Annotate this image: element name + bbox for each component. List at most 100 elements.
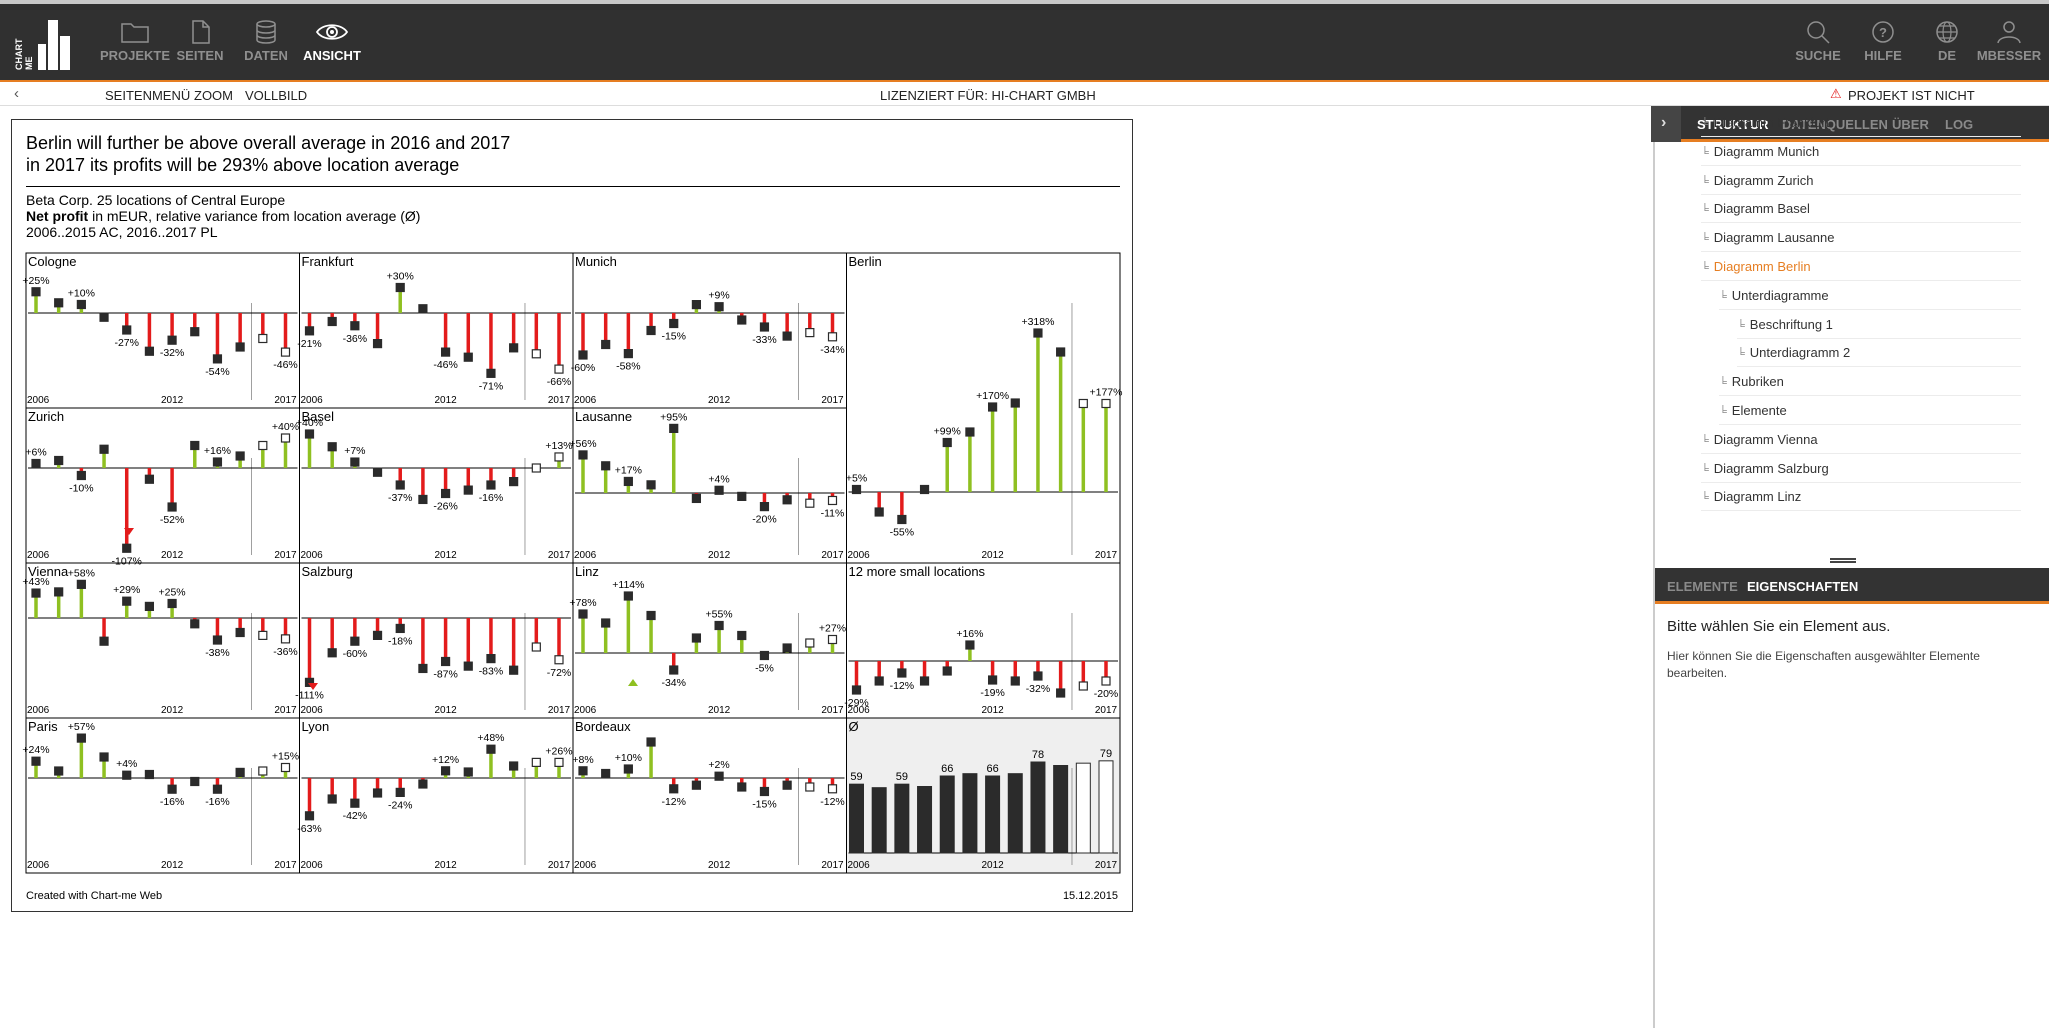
tree-node-icon[interactable]: ╘	[1719, 406, 1727, 418]
axis-label-end: 2017	[274, 395, 297, 406]
variance-label: -52%	[160, 514, 185, 526]
nav-seiten[interactable]: SEITEN	[160, 10, 240, 80]
actual-marker	[509, 343, 519, 353]
tree-node-icon[interactable]: ╘	[1737, 319, 1745, 332]
variance-label: +114%	[612, 579, 644, 591]
average-bar	[962, 773, 978, 854]
report-page: Berlin will further be above overall ave…	[11, 119, 1133, 912]
variance-label: -38%	[205, 647, 230, 659]
collapse-left-icon[interactable]: ‹	[14, 85, 19, 102]
tab-ueber[interactable]: ÜBER	[1892, 117, 1929, 132]
tree-item[interactable]: ╘ Beschriftung 1	[1737, 310, 2021, 339]
actual-marker	[372, 630, 383, 640]
actual-marker	[759, 786, 770, 797]
axis-label-start: 2006	[574, 705, 597, 716]
tree-item[interactable]: ╘ Unterdiagramme	[1719, 281, 2021, 310]
plan-marker	[258, 333, 268, 344]
nav-suche[interactable]: SUCHE	[1778, 10, 1858, 80]
variance-label: +17%	[615, 464, 642, 476]
seitenmenue-button[interactable]: SEITENMENÜ	[105, 88, 191, 103]
tab-log[interactable]: LOG	[1945, 117, 1974, 132]
actual-marker	[874, 676, 884, 686]
overflow-marker	[124, 528, 134, 535]
tree-node-icon[interactable]: ╘	[1719, 290, 1727, 303]
tree-node-icon[interactable]: ╘	[1701, 175, 1709, 188]
resize-handle[interactable]	[1830, 558, 1856, 563]
tree-item[interactable]: ╘ Diagramm Zurich	[1701, 166, 2021, 195]
plan-marker	[258, 630, 268, 640]
actual-marker	[486, 480, 496, 490]
actual-marker	[646, 325, 656, 336]
tree-item[interactable]: ╘ Diagramm Salzburg	[1701, 454, 2021, 483]
tab-elemente[interactable]: ELEMENTE	[1667, 579, 1738, 594]
actual-marker	[646, 480, 656, 490]
tree-item[interactable]: ╘ Unterdiagramm 2	[1737, 338, 2021, 368]
tree-item[interactable]: ╘ Diagramm Linz	[1701, 482, 2021, 512]
tree-node-icon[interactable]: ╘	[1701, 118, 1709, 130]
variance-label: +6%	[25, 447, 46, 459]
axis-label-end: 2017	[274, 550, 297, 561]
zoom-button[interactable]: ZOOM	[194, 88, 233, 103]
average-bar	[849, 783, 864, 854]
tab-eigenschaften[interactable]: EIGENSCHAFTEN	[1747, 579, 1859, 594]
actual-marker	[212, 784, 223, 794]
tree-node-icon[interactable]: ╘	[1701, 492, 1709, 505]
tree-item[interactable]: ╘ Diagramm Lausanne	[1701, 223, 2021, 253]
nav-label: DE	[1937, 48, 1957, 63]
chart-me-logo[interactable]: CHART ME WEB	[12, 16, 86, 74]
nav-language[interactable]: DE	[1907, 10, 1987, 80]
bar-value-label: 66	[941, 763, 953, 775]
actual-marker	[372, 788, 383, 798]
collapse-right-icon[interactable]: ›	[1661, 114, 1667, 131]
tree-item[interactable]: ╘ Diagramm Vienna	[1701, 425, 2021, 454]
variance-label: +10%	[615, 752, 642, 764]
plan-marker	[554, 452, 564, 462]
variance-label: -21%	[297, 338, 322, 350]
tree-item[interactable]: ╘ Diagramm Munich	[1701, 137, 2021, 166]
vollbild-button[interactable]: VOLLBILD	[245, 88, 308, 103]
bar-value-label: 78	[1032, 749, 1044, 761]
svg-text:ME: ME	[24, 57, 34, 71]
nav-ansicht[interactable]: ANSICHT	[292, 10, 372, 80]
nav-daten[interactable]: DATEN	[226, 10, 306, 80]
variance-label: +25%	[22, 275, 49, 287]
tree-node-icon[interactable]: ╘	[1701, 434, 1709, 447]
actual-marker	[759, 650, 770, 661]
actual-marker	[122, 543, 132, 553]
nav-hilfe[interactable]: ? HILFE	[1843, 10, 1923, 80]
tree-node-icon[interactable]: ╘	[1701, 262, 1709, 274]
variance-label: -29%	[844, 697, 869, 709]
nav-label: PROJEKTE	[99, 48, 171, 63]
variance-label: -60%	[571, 362, 596, 374]
tree-node-icon[interactable]: ╘	[1719, 377, 1727, 390]
tree-node-icon[interactable]: ╘	[1701, 146, 1709, 159]
plan-marker	[805, 638, 815, 648]
actual-marker	[578, 350, 588, 360]
variance-label: +40%	[272, 421, 299, 433]
actual-marker	[327, 648, 337, 658]
tree-item[interactable]: ╘ Diagramm Basel	[1701, 194, 2021, 224]
tab-datenquellen[interactable]: DATENQUELLEN	[1782, 117, 1888, 132]
actual-marker	[782, 495, 792, 505]
actual-marker	[395, 282, 405, 293]
nav-user[interactable]: MBESSER	[1969, 10, 2049, 80]
plan-marker	[531, 642, 541, 652]
variance-label: +43%	[22, 576, 49, 588]
axis-label-start: 2006	[27, 395, 50, 406]
tree-item[interactable]: ╘ Elemente	[1719, 396, 2021, 425]
tree-item[interactable]: ╘ Rubriken	[1719, 367, 2021, 397]
nav-projekte[interactable]: PROJEKTE	[95, 10, 175, 80]
tree-node-icon[interactable]: ╘	[1701, 233, 1709, 246]
actual-marker	[190, 619, 200, 629]
tree-item[interactable]: ╘ Diagramm Frankfurt	[1701, 108, 2021, 137]
small-multiple-frame	[299, 562, 574, 719]
axis-label-mid: 2012	[434, 395, 457, 406]
tree-node-icon[interactable]: ╘	[1737, 348, 1745, 361]
plan-marker	[280, 433, 291, 443]
tree-item[interactable]: ╘ Diagramm Berlin	[1701, 252, 2021, 281]
tree-node-icon[interactable]: ╘	[1701, 463, 1709, 476]
tree-node-icon[interactable]: ╘	[1701, 204, 1709, 217]
small-multiple-title: Linz	[575, 564, 599, 579]
tab-struktur[interactable]: STRUKTUR	[1697, 117, 1769, 132]
variance-label: +26%	[545, 745, 572, 757]
